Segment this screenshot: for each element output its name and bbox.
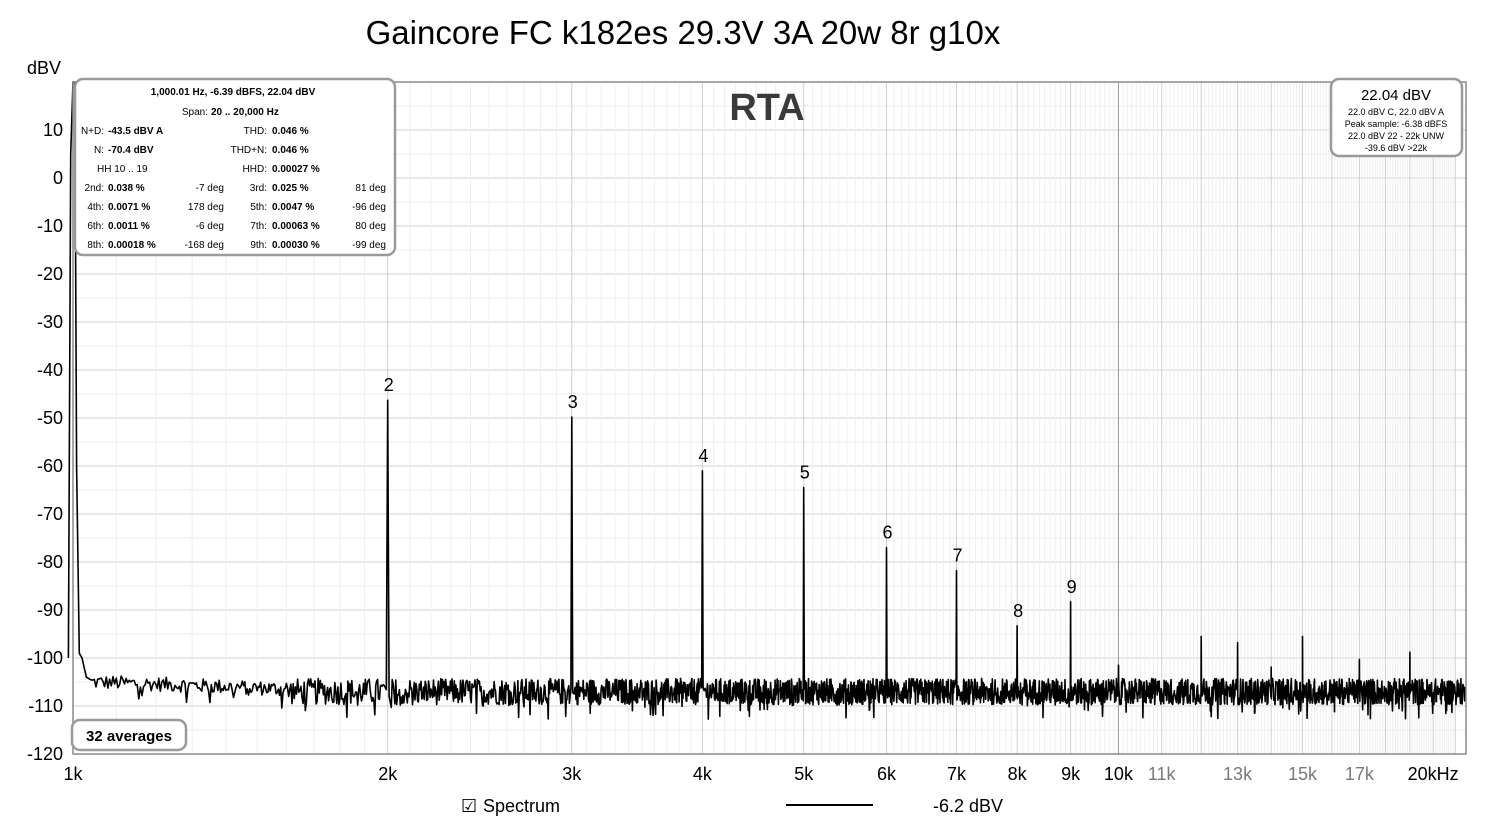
harmonic-label-7: 7 — [953, 546, 963, 566]
harmonic-label-6: 6 — [883, 523, 893, 543]
chart-title: Gaincore FC k182es 29.3V 3A 20w 8r g10x — [366, 14, 1001, 51]
level-line-1: 22.0 dBV C, 22.0 dBV A — [1348, 107, 1444, 117]
harmonic-label: 2nd: — [85, 183, 104, 194]
x-tick-label: 20kHz — [1408, 764, 1459, 784]
stats-span-label: Span: — [182, 107, 208, 118]
stats-label: THD: — [244, 126, 267, 137]
stats-value: HH 10 .. 19 — [97, 164, 148, 175]
harmonic-value: 0.00063 % — [272, 221, 320, 232]
y-tick-labels: 10 0 -10 -20 -30 -40 -50 -60 -70 -80 -90 -100 -110 -1… — [27, 120, 63, 764]
harmonic-value: 0.00018 % — [108, 240, 156, 251]
x-tick-label: 13k — [1223, 764, 1253, 784]
y-axis-unit: dBV — [27, 58, 61, 78]
harmonic-label: 3rd: — [250, 183, 267, 194]
y-tick-label: -90 — [37, 600, 63, 620]
series-spectrum — [67, 81, 1466, 720]
y-tick-label: 10 — [43, 120, 63, 140]
x-tick-label: 9k — [1061, 764, 1081, 784]
harmonic-label-3: 3 — [568, 392, 578, 412]
x-tick-label: 5k — [794, 764, 814, 784]
x-tick-label: 6k — [877, 764, 897, 784]
y-tick-label: -30 — [37, 312, 63, 332]
harmonic-label-9: 9 — [1067, 577, 1077, 597]
harmonic-label-4: 4 — [698, 446, 708, 466]
y-tick-label: -10 — [37, 216, 63, 236]
stats-span-value: 20 .. 20,000 Hz — [211, 107, 279, 118]
level-line-2: Peak sample: -6.38 dBFS — [1345, 119, 1448, 129]
harmonic-phase: -99 deg — [352, 240, 386, 251]
harmonic-label: 4th: — [87, 202, 104, 213]
averages-label: 32 averages — [86, 728, 172, 745]
x-tick-label: 7k — [947, 764, 967, 784]
harmonic-value: 0.00030 % — [272, 240, 320, 251]
harmonic-phase: -168 deg — [185, 240, 224, 251]
harmonic-labels: 2 3 4 5 6 7 8 9 — [384, 375, 1077, 621]
spectrum-line — [67, 81, 1466, 720]
harmonic-label: 7th: — [250, 221, 267, 232]
harmonic-phase: 178 deg — [188, 202, 224, 213]
harmonic-value: 0.0047 % — [272, 202, 314, 213]
y-tick-label: -20 — [37, 264, 63, 284]
x-tick-labels: 1k 2k 3k 4k 5k 6k 7k 8k 9k 10k 11k 13k 15k 17k 20kHz — [63, 764, 1458, 784]
y-tick-label: -80 — [37, 552, 63, 572]
y-tick-label: -100 — [27, 648, 63, 668]
x-tick-label: 1k — [63, 764, 83, 784]
harmonic-label-2: 2 — [384, 375, 394, 395]
harmonic-label-8: 8 — [1013, 601, 1023, 621]
stats-value: 0.046 % — [272, 126, 309, 137]
harmonic-phase: -7 deg — [196, 183, 224, 194]
stats-value: 0.00027 % — [272, 164, 320, 175]
level-value: 22.04 dBV — [1361, 87, 1431, 104]
stats-label: N+D: — [81, 126, 104, 137]
stats-value: -43.5 dBV A — [108, 126, 163, 137]
harmonic-label: 5th: — [250, 202, 267, 213]
legend-checkbox[interactable]: ☑ — [461, 796, 477, 816]
legend-label: Spectrum — [483, 796, 560, 816]
harmonic-label: 9th: — [250, 240, 267, 251]
harmonic-phase: 81 deg — [355, 183, 386, 194]
y-tick-label: -70 — [37, 504, 63, 524]
x-tick-label: 3k — [562, 764, 582, 784]
y-tick-label: 0 — [53, 168, 63, 188]
stats-value: -70.4 dBV — [108, 145, 154, 156]
harmonic-label: 8th: — [87, 240, 104, 251]
y-tick-label: -40 — [37, 360, 63, 380]
level-line-4: -39.6 dBV >22k — [1365, 143, 1428, 153]
harmonic-value: 0.0071 % — [108, 202, 150, 213]
x-tick-label: 8k — [1008, 764, 1028, 784]
stats-value: 0.046 % — [272, 145, 309, 156]
stats-box: 1,000.01 Hz, -6.39 dBFS, 22.04 dBV Span:… — [73, 77, 397, 257]
averages-box: 32 averages — [70, 718, 188, 752]
harmonic-value: 0.025 % — [272, 183, 309, 194]
y-tick-label: -60 — [37, 456, 63, 476]
harmonic-phase: -96 deg — [352, 202, 386, 213]
y-tick-label: -110 — [28, 696, 63, 716]
x-tick-label: 11k — [1148, 764, 1177, 784]
rta-watermark: RTA — [729, 87, 804, 129]
stats-header: 1,000.01 Hz, -6.39 dBFS, 22.04 dBV — [151, 87, 316, 98]
harmonic-label: 6th: — [87, 221, 104, 232]
y-tick-label: -50 — [37, 408, 63, 428]
x-tick-label: 15k — [1288, 764, 1318, 784]
harmonic-phase: -6 deg — [196, 221, 224, 232]
x-tick-label: 10k — [1104, 764, 1134, 784]
legend: ☑ Spectrum -6.2 dBV — [461, 796, 1003, 816]
stats-label: N: — [94, 145, 104, 156]
harmonic-label-5: 5 — [800, 463, 810, 483]
y-tick-label: -120 — [27, 744, 63, 764]
x-tick-label: 2k — [378, 764, 398, 784]
plot-frame — [72, 81, 1467, 755]
legend-value: -6.2 dBV — [933, 796, 1003, 816]
level-box: 22.04 dBV 22.0 dBV C, 22.0 dBV A Peak sa… — [1329, 77, 1464, 158]
harmonic-phase: 80 deg — [355, 221, 386, 232]
x-tick-label: 17k — [1345, 764, 1375, 784]
grid — [73, 82, 1466, 754]
harmonic-value: 0.038 % — [108, 183, 145, 194]
level-line-3: 22.0 dBV 22 - 22k UNW — [1348, 131, 1445, 141]
stats-label: HHD: — [243, 164, 267, 175]
x-tick-label: 4k — [693, 764, 713, 784]
harmonic-value: 0.0011 % — [108, 221, 150, 232]
stats-label: THD+N: — [231, 145, 267, 156]
